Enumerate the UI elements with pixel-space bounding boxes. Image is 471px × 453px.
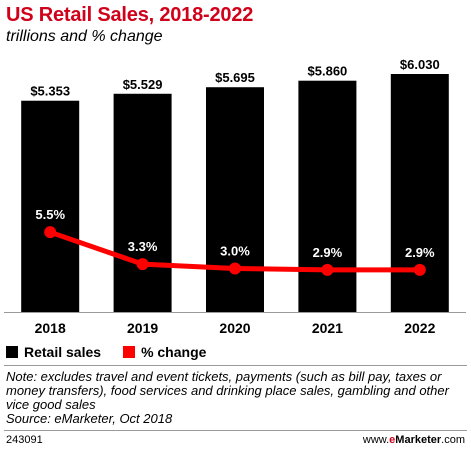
divider-top xyxy=(4,365,467,366)
bar-value-label-2022: $6.030 xyxy=(400,57,440,72)
brand-url[interactable]: www.eMarketer.com xyxy=(363,434,465,446)
percent-change-point-2022 xyxy=(413,263,426,276)
legend-label-retail-sales: Retail sales xyxy=(24,344,102,360)
chart-area: $5.353 $5.529 $5.695 $5.860 $6.030 5.5% 3.3% 3.… xyxy=(4,57,466,336)
x-tick-label-2021: 2021 xyxy=(312,320,343,336)
x-tick-label-2019: 2019 xyxy=(127,320,158,336)
brand-suffix: .com xyxy=(441,434,465,446)
source-text: Source: eMarketer, Oct 2018 xyxy=(6,411,173,426)
x-tick-label-2018: 2018 xyxy=(35,320,66,336)
bar-value-label-2019: $5.529 xyxy=(123,77,163,92)
bar-value-label-2021: $5.860 xyxy=(308,64,348,79)
x-tick-label-2022: 2022 xyxy=(404,320,435,336)
percent-change-point-2019 xyxy=(136,258,149,271)
percent-change-label-2020: 3.0% xyxy=(220,243,250,258)
legend-swatch-retail-sales xyxy=(6,346,18,358)
legend: Retail sales % change xyxy=(6,344,228,360)
note-text: Note: excludes travel and event tickets,… xyxy=(6,369,449,412)
percent-change-label-2018: 5.5% xyxy=(35,207,65,222)
bar-value-label-2018: $5.353 xyxy=(30,84,70,99)
legend-label-percent-change: % change xyxy=(141,344,207,360)
percent-change-label-2022: 2.9% xyxy=(405,245,435,260)
percent-change-label-2021: 2.9% xyxy=(313,245,343,260)
divider-bottom xyxy=(4,430,467,431)
percent-change-point-2018 xyxy=(44,226,57,239)
bar-value-label-2020: $5.695 xyxy=(215,70,255,85)
bar-2019 xyxy=(113,93,172,312)
chart-title: US Retail Sales, 2018-2022 xyxy=(6,4,254,26)
chart-id: 243091 xyxy=(6,434,43,446)
legend-swatch-percent-change xyxy=(123,346,136,358)
x-tick-label-2020: 2020 xyxy=(219,320,250,336)
footnote: Note: excludes travel and event tickets,… xyxy=(6,370,468,426)
bar-2021 xyxy=(298,80,357,313)
brand-marketer: Marketer xyxy=(395,434,442,446)
chart-subtitle: trillions and % change xyxy=(6,28,163,45)
percent-change-point-2020 xyxy=(229,262,241,275)
bar-2022 xyxy=(390,74,449,312)
bar-2018 xyxy=(21,100,80,312)
percent-change-point-2021 xyxy=(321,263,334,276)
legend-item-retail-sales: Retail sales xyxy=(6,344,101,360)
percent-change-label-2019: 3.3% xyxy=(128,239,158,254)
brand-e: e xyxy=(389,434,396,446)
bar-2020 xyxy=(206,87,264,312)
legend-item-percent-change: % change xyxy=(123,344,206,360)
brand-prefix: www. xyxy=(362,434,390,446)
